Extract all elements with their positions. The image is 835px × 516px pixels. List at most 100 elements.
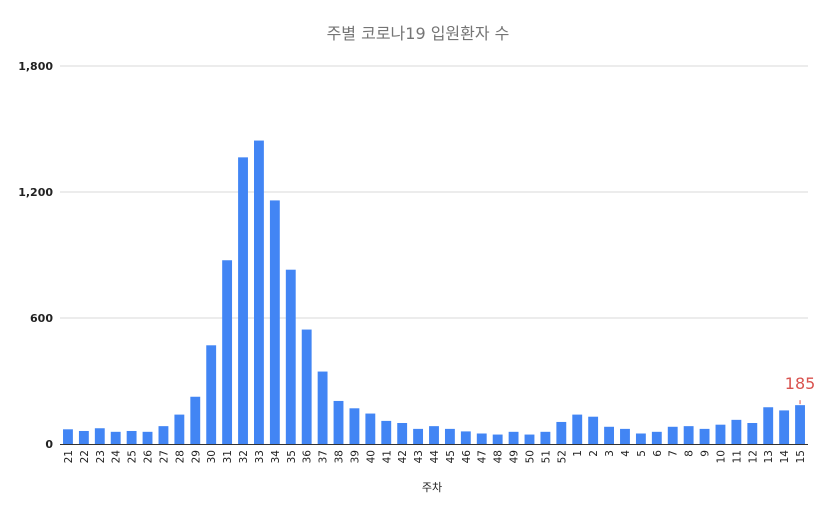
bar	[508, 431, 519, 444]
x-tick-label: 26	[143, 450, 155, 464]
x-tick-label: 31	[222, 450, 234, 463]
x-tick-label: 41	[381, 450, 393, 463]
bar	[349, 408, 360, 444]
bar	[94, 428, 105, 444]
x-tick-label: 45	[445, 450, 457, 463]
bar	[174, 414, 185, 444]
bar	[795, 405, 805, 444]
bar	[715, 424, 726, 444]
x-tick-label: 50	[524, 450, 536, 463]
x-tick-label: 43	[413, 450, 425, 463]
x-tick-label: 47	[477, 450, 489, 463]
bar	[524, 434, 535, 444]
bar	[190, 396, 201, 444]
y-tick-label: 0	[45, 438, 53, 451]
x-tick-label: 14	[779, 450, 791, 464]
bar	[206, 345, 217, 444]
bar	[397, 423, 408, 444]
x-tick-label: 36	[302, 450, 314, 464]
bar	[158, 426, 169, 444]
annotations: 185	[785, 374, 816, 405]
bar	[110, 431, 121, 444]
bar	[429, 426, 439, 444]
bar	[142, 431, 153, 444]
bar	[238, 157, 248, 444]
x-tick-label: 27	[158, 450, 170, 463]
x-tick-label: 44	[429, 450, 441, 464]
y-tick-label: 1,200	[18, 186, 53, 199]
y-tick-label: 600	[30, 312, 53, 325]
x-tick-label: 6	[652, 450, 664, 457]
x-tick-label: 13	[763, 450, 775, 463]
x-tick-label: 15	[795, 450, 807, 463]
x-tick-label: 29	[190, 450, 202, 463]
x-tick-label: 42	[397, 450, 409, 463]
x-tick-label: 3	[604, 450, 616, 457]
bar	[78, 430, 89, 444]
x-tick-label: 12	[747, 450, 759, 463]
bar	[413, 428, 424, 444]
bars	[63, 140, 805, 445]
x-tick-label: 21	[63, 450, 75, 463]
x-tick-label: 49	[509, 450, 521, 463]
bar	[333, 400, 344, 444]
x-axis-label: 주차	[422, 481, 442, 494]
bar	[572, 414, 583, 444]
bar	[269, 200, 280, 444]
bar	[301, 329, 312, 444]
x-tick-label: 37	[318, 450, 330, 463]
x-tick-label: 7	[668, 450, 680, 457]
bar	[126, 430, 137, 444]
bar	[747, 423, 758, 444]
x-tick-label: 33	[254, 450, 266, 463]
bar	[444, 428, 455, 444]
x-tick-label: 38	[334, 450, 346, 463]
x-tick-label: 4	[620, 450, 632, 457]
x-tick-label: 28	[174, 450, 186, 463]
x-tick-label: 30	[206, 450, 218, 463]
bar	[365, 413, 376, 444]
x-tick-label: 32	[238, 450, 250, 463]
bar	[588, 416, 599, 444]
x-tick-label: 40	[365, 450, 377, 463]
bar	[317, 371, 328, 444]
y-axis-ticks: 0 600 1,200 1,800	[18, 60, 53, 451]
y-tick-label: 1,800	[18, 60, 53, 73]
bar	[779, 410, 790, 444]
x-tick-label: 48	[493, 450, 505, 463]
x-tick-label: 52	[556, 450, 568, 463]
x-tick-label: 8	[684, 450, 696, 457]
x-tick-label: 23	[95, 450, 107, 463]
bar	[651, 431, 662, 444]
bar	[460, 431, 471, 444]
chart-title: 주별 코로나19 입원환자 수	[327, 24, 510, 43]
x-tick-label: 34	[270, 450, 282, 464]
x-tick-label: 39	[349, 450, 361, 463]
x-tick-label: 9	[700, 450, 712, 457]
x-tick-label: 35	[286, 450, 298, 463]
bar	[492, 434, 503, 444]
bar	[476, 433, 487, 444]
bar	[699, 428, 710, 444]
bar	[683, 426, 694, 444]
bar	[635, 433, 646, 444]
bar	[540, 431, 551, 444]
x-tick-label: 22	[79, 450, 91, 463]
bar	[254, 140, 264, 445]
bar	[667, 426, 678, 444]
x-axis-ticks: 21 22 23 24 25 26 27 28 29 30 31 32 33 34 35 36 37 38 39 40…	[63, 450, 807, 464]
bar	[222, 260, 233, 444]
x-tick-label: 10	[715, 450, 727, 463]
x-tick-label: 5	[636, 450, 648, 457]
bar	[285, 269, 296, 444]
bar	[731, 419, 742, 444]
annotation-label: 185	[785, 374, 816, 393]
bar	[556, 421, 567, 444]
bar	[763, 407, 774, 444]
x-tick-label: 24	[111, 450, 123, 464]
x-tick-label: 11	[731, 450, 743, 463]
gridlines	[60, 65, 808, 319]
x-tick-label: 46	[461, 450, 473, 464]
x-tick-label: 1	[572, 450, 584, 457]
